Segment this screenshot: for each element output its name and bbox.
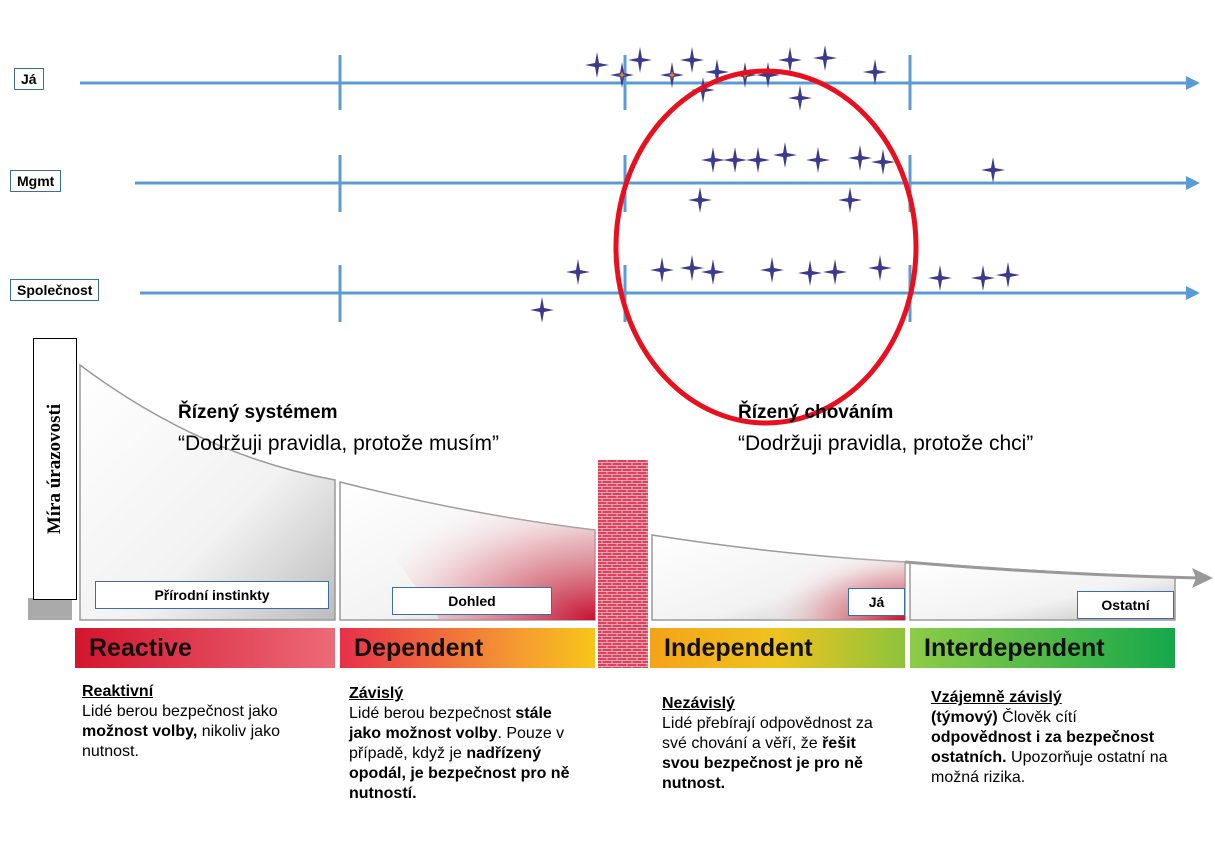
desc-part: stále jako možnost volby	[349, 705, 552, 742]
stage-name: Independent	[664, 634, 813, 662]
desc-part: nadřízený opodál, je bezpečnost pro ně n…	[349, 745, 570, 802]
row-label: Já	[14, 68, 44, 90]
row-label: Společnost	[10, 279, 100, 301]
highlight-ellipse	[613, 68, 919, 426]
row-label: Mgmt	[10, 170, 62, 192]
box: Dohled	[392, 587, 552, 615]
timelines	[80, 55, 1200, 322]
desc-part: (týmový)	[931, 709, 998, 726]
band-interdependent	[910, 628, 1175, 668]
desc-part: Člověk cítí	[997, 709, 1077, 726]
stage-desc: Nezávislý Lidé přebírají odpovědnost za s…	[662, 694, 882, 794]
stage-name: Reactive	[89, 634, 192, 662]
zone-quote: “Dodržuji pravidla, protože chci”	[738, 432, 1034, 455]
stage-desc: Závislý Lidé berou bezpečnost stále jako …	[349, 684, 584, 804]
zone-quote: “Dodržuji pravidla, protože musím”	[178, 432, 499, 455]
box: Ostatní	[1077, 591, 1174, 619]
brick-wall	[598, 460, 648, 668]
desc-part: Lidé berou bezpečnost jako	[82, 703, 278, 720]
desc-part: . Pouze v případě, když je	[349, 725, 565, 762]
zone-heading: Řízený systémem	[178, 402, 338, 423]
stage-title: Vzájemně závislý	[931, 689, 1062, 706]
base-block	[28, 598, 72, 620]
zone: Řízený systémem “Dodržuji pravidla, proto…	[178, 402, 499, 456]
box: Já	[848, 588, 905, 616]
desc-part: Lidé přebírají odpovědnost za své chován…	[662, 715, 873, 752]
stage-title: Závislý	[349, 685, 404, 702]
desc-part: Upozorňuje ostatní na možná rizika.	[931, 749, 1168, 786]
desc-part: řešit svou bezpečnost je pro ně nutnost.	[662, 735, 863, 792]
desc-part: Lidé berou bezpečnost	[349, 705, 516, 722]
stage-desc: Reaktivní Lidé berou bezpečnost jako možn…	[82, 682, 322, 762]
stage-desc: Vzájemně závislý (týmový) Člověk cítí odp…	[931, 688, 1181, 788]
band-independent	[650, 628, 905, 668]
zone: Řízený chováním “Dodržuji pravidla, proto…	[738, 402, 1033, 456]
desc-part: nikoliv jako nutnost.	[82, 723, 280, 760]
band-reactive	[75, 628, 335, 668]
stage-title: Nezávislý	[662, 695, 735, 712]
stage-name: Dependent	[354, 634, 484, 662]
stage-title: Reaktivní	[82, 683, 154, 700]
desc-part: možnost volby,	[82, 723, 198, 740]
y-axis-box: Míra úrazovosti	[33, 338, 77, 600]
box: Přírodní instinkty	[95, 581, 329, 609]
desc-part: odpovědnost i za bezpečnost ostatních.	[931, 729, 1155, 766]
band-dependent	[340, 628, 595, 668]
zone-heading: Řízený chováním	[738, 402, 894, 423]
y-axis-label: Míra úrazovosti	[44, 403, 65, 535]
stage-name: Interdependent	[924, 634, 1105, 662]
